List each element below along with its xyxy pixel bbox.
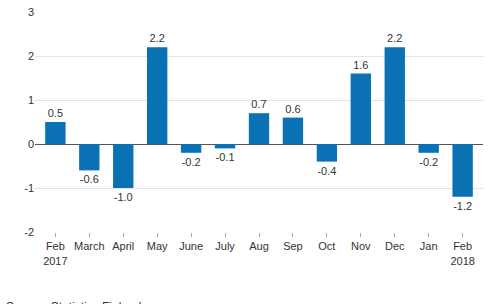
svg-text:Feb2018: Feb2018 bbox=[450, 240, 474, 266]
svg-text:Nov: Nov bbox=[351, 240, 371, 252]
svg-text:July: July bbox=[215, 240, 235, 252]
svg-text:-1: -1 bbox=[24, 182, 34, 194]
svg-text:-0.1: -0.1 bbox=[216, 151, 235, 163]
svg-text:-2: -2 bbox=[24, 226, 34, 238]
svg-text:2.2: 2.2 bbox=[387, 32, 402, 44]
svg-text:0.7: 0.7 bbox=[251, 98, 266, 110]
svg-text:-0.2: -0.2 bbox=[419, 156, 438, 168]
svg-text:June: June bbox=[179, 240, 203, 252]
svg-text:-1.2: -1.2 bbox=[453, 200, 472, 212]
svg-text:Aug: Aug bbox=[249, 240, 269, 252]
svg-text:Oct: Oct bbox=[318, 240, 335, 252]
svg-text:-0.4: -0.4 bbox=[317, 165, 336, 177]
svg-text:2: 2 bbox=[28, 50, 34, 62]
svg-text:-0.2: -0.2 bbox=[182, 156, 201, 168]
svg-text:-0.6: -0.6 bbox=[80, 173, 99, 185]
svg-text:0.6: 0.6 bbox=[285, 103, 300, 115]
svg-text:1.6: 1.6 bbox=[353, 59, 368, 71]
svg-text:2.2: 2.2 bbox=[150, 32, 165, 44]
svg-text:May: May bbox=[147, 240, 168, 252]
svg-text:0: 0 bbox=[28, 138, 34, 150]
svg-text:March: March bbox=[74, 240, 105, 252]
svg-text:1: 1 bbox=[28, 94, 34, 106]
svg-text:Source: Statistics Finland: Source: Statistics Finland bbox=[6, 300, 141, 304]
svg-text:-1.0: -1.0 bbox=[114, 191, 133, 203]
svg-text:Sep: Sep bbox=[283, 240, 303, 252]
svg-text:Jan: Jan bbox=[420, 240, 438, 252]
svg-text:Feb2017: Feb2017 bbox=[43, 240, 67, 266]
svg-text:April: April bbox=[112, 240, 134, 252]
svg-text:0.5: 0.5 bbox=[48, 107, 63, 119]
svg-text:Dec: Dec bbox=[385, 240, 405, 252]
svg-text:3: 3 bbox=[28, 6, 34, 18]
